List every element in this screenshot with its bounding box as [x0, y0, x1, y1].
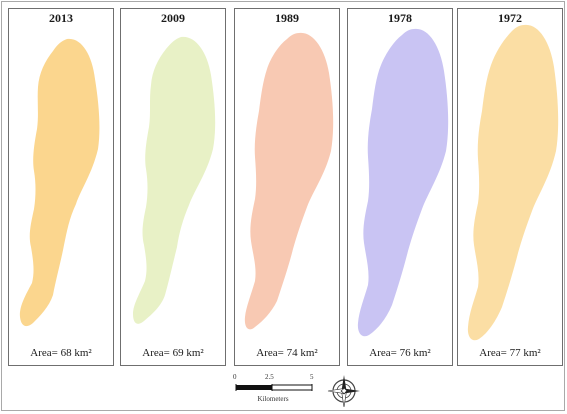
panel-year: 1989 [275, 11, 299, 25]
panel-year: 2013 [49, 11, 73, 25]
lake-shape [244, 32, 334, 330]
map-panel-4: 1978 Area= 76 km² [347, 8, 453, 366]
panel-year: 1972 [498, 11, 522, 25]
compass-rose-icon [326, 373, 362, 409]
panel-year: 2009 [161, 11, 185, 25]
scale-tick-label: 2.5 [265, 373, 274, 381]
compass-rose-graphic [327, 375, 360, 408]
lake-shape [133, 36, 216, 324]
area-label: Area= 74 km² [256, 347, 318, 359]
map-panel-3: 1989 Area= 74 km² [234, 8, 340, 366]
lake-shape [19, 38, 100, 327]
scale-bar: 0 2.5 5 Kilometers [230, 373, 316, 407]
scale-segment-dark [236, 385, 272, 390]
scale-bar-graphic [235, 384, 313, 391]
area-label: Area= 69 km² [142, 347, 204, 359]
scale-tick-label: 0 [233, 373, 237, 381]
lake-map [467, 24, 559, 341]
lake-map [133, 36, 216, 324]
scale-segment-light [271, 384, 313, 391]
lake-map [244, 32, 334, 330]
lake-map [19, 38, 100, 327]
map-panel-5: 1972 Area= 77 km² [457, 8, 563, 366]
panel-year: 1978 [388, 11, 412, 25]
lake-shape [467, 24, 559, 341]
lake-map [357, 28, 449, 337]
area-label: Area= 77 km² [479, 347, 541, 359]
scale-unit-label: Kilometers [257, 395, 289, 403]
map-panel-1: 2013 Area= 68 km² [8, 8, 114, 366]
lake-shape [357, 28, 449, 337]
map-panel-2: 2009 Area= 69 km² [120, 8, 226, 366]
area-label: Area= 76 km² [369, 347, 431, 359]
scale-tick-label: 5 [310, 373, 314, 381]
area-label: Area= 68 km² [30, 347, 92, 359]
